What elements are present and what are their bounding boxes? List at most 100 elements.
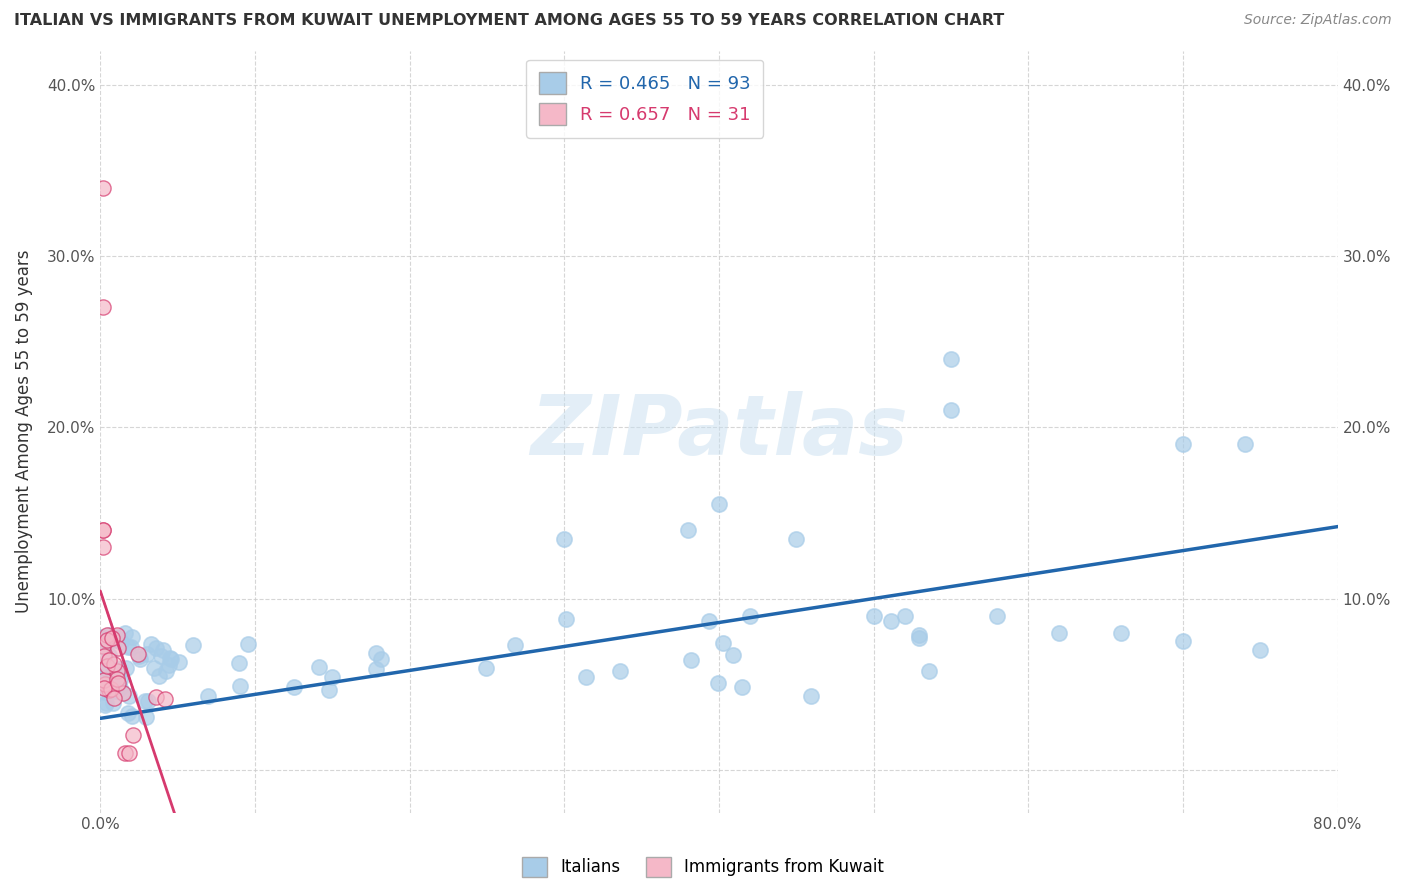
Point <box>939 403 962 417</box>
Point <box>907 631 929 645</box>
Point <box>107 641 129 656</box>
Point <box>128 649 150 664</box>
Point <box>93 523 115 537</box>
Point <box>1171 634 1194 648</box>
Point <box>139 637 162 651</box>
Point <box>105 628 128 642</box>
Point <box>1249 643 1271 657</box>
Point <box>105 672 128 686</box>
Point <box>110 634 132 648</box>
Point <box>283 680 305 694</box>
Point <box>800 689 823 703</box>
Point <box>93 301 115 315</box>
Point <box>114 626 136 640</box>
Point <box>318 682 340 697</box>
Point <box>721 648 744 662</box>
Point <box>118 746 141 760</box>
Point <box>93 523 115 537</box>
Point <box>681 653 703 667</box>
Point <box>893 608 915 623</box>
Point <box>148 669 170 683</box>
Point <box>553 532 575 546</box>
Point <box>104 633 127 648</box>
Point <box>93 648 115 663</box>
Point <box>127 648 149 662</box>
Point <box>308 660 330 674</box>
Point <box>94 698 117 712</box>
Point <box>121 709 143 723</box>
Point <box>93 676 115 690</box>
Point <box>93 180 115 194</box>
Point <box>505 638 527 652</box>
Point <box>575 670 598 684</box>
Y-axis label: Unemployment Among Ages 55 to 59 years: Unemployment Among Ages 55 to 59 years <box>15 250 32 614</box>
Point <box>321 670 343 684</box>
Point <box>103 663 125 677</box>
Point <box>107 630 129 644</box>
Point <box>609 664 631 678</box>
Point <box>135 648 157 662</box>
Point <box>134 693 156 707</box>
Point <box>101 673 124 688</box>
Point <box>122 729 145 743</box>
Point <box>364 646 387 660</box>
Point <box>108 662 131 676</box>
Point <box>707 497 730 511</box>
Point <box>143 661 166 675</box>
Point <box>181 638 204 652</box>
Point <box>731 680 754 694</box>
Point <box>155 692 177 706</box>
Point <box>117 640 139 655</box>
Point <box>90 659 112 673</box>
Point <box>986 608 1008 623</box>
Point <box>110 673 132 687</box>
Point <box>105 664 128 678</box>
Point <box>112 686 135 700</box>
Point <box>114 661 136 675</box>
Point <box>918 664 941 678</box>
Point <box>159 650 181 665</box>
Point <box>100 631 122 645</box>
Point <box>96 628 118 642</box>
Point <box>104 684 127 698</box>
Point <box>97 628 120 642</box>
Point <box>169 655 191 669</box>
Point <box>97 635 120 649</box>
Point <box>136 694 159 708</box>
Point <box>880 615 903 629</box>
Point <box>90 630 112 644</box>
Point <box>145 690 167 704</box>
Point <box>96 658 118 673</box>
Point <box>474 661 496 675</box>
Point <box>97 648 120 662</box>
Point <box>738 608 761 623</box>
Point <box>97 682 120 697</box>
Point <box>1109 625 1132 640</box>
Point <box>711 635 734 649</box>
Point <box>103 691 125 706</box>
Point <box>939 351 962 366</box>
Text: Source: ZipAtlas.com: Source: ZipAtlas.com <box>1244 13 1392 28</box>
Point <box>908 627 931 641</box>
Text: ITALIAN VS IMMIGRANTS FROM KUWAIT UNEMPLOYMENT AMONG AGES 55 TO 59 YEARS CORRELA: ITALIAN VS IMMIGRANTS FROM KUWAIT UNEMPL… <box>14 13 1004 29</box>
Legend: R = 0.465   N = 93, R = 0.657   N = 31: R = 0.465 N = 93, R = 0.657 N = 31 <box>526 60 763 138</box>
Point <box>114 746 136 760</box>
Point <box>229 679 252 693</box>
Point <box>103 657 125 671</box>
Point <box>135 709 157 723</box>
Point <box>364 662 387 676</box>
Point <box>93 681 115 695</box>
Point <box>107 675 129 690</box>
Point <box>370 651 392 665</box>
Point <box>145 640 167 655</box>
Text: ZIPatlas: ZIPatlas <box>530 391 908 472</box>
Point <box>110 681 132 695</box>
Point <box>100 681 122 696</box>
Point <box>121 630 143 644</box>
Point <box>96 696 118 710</box>
Point <box>197 689 219 703</box>
Point <box>105 630 128 644</box>
Point <box>117 706 139 720</box>
Point <box>91 640 114 654</box>
Point <box>1233 437 1256 451</box>
